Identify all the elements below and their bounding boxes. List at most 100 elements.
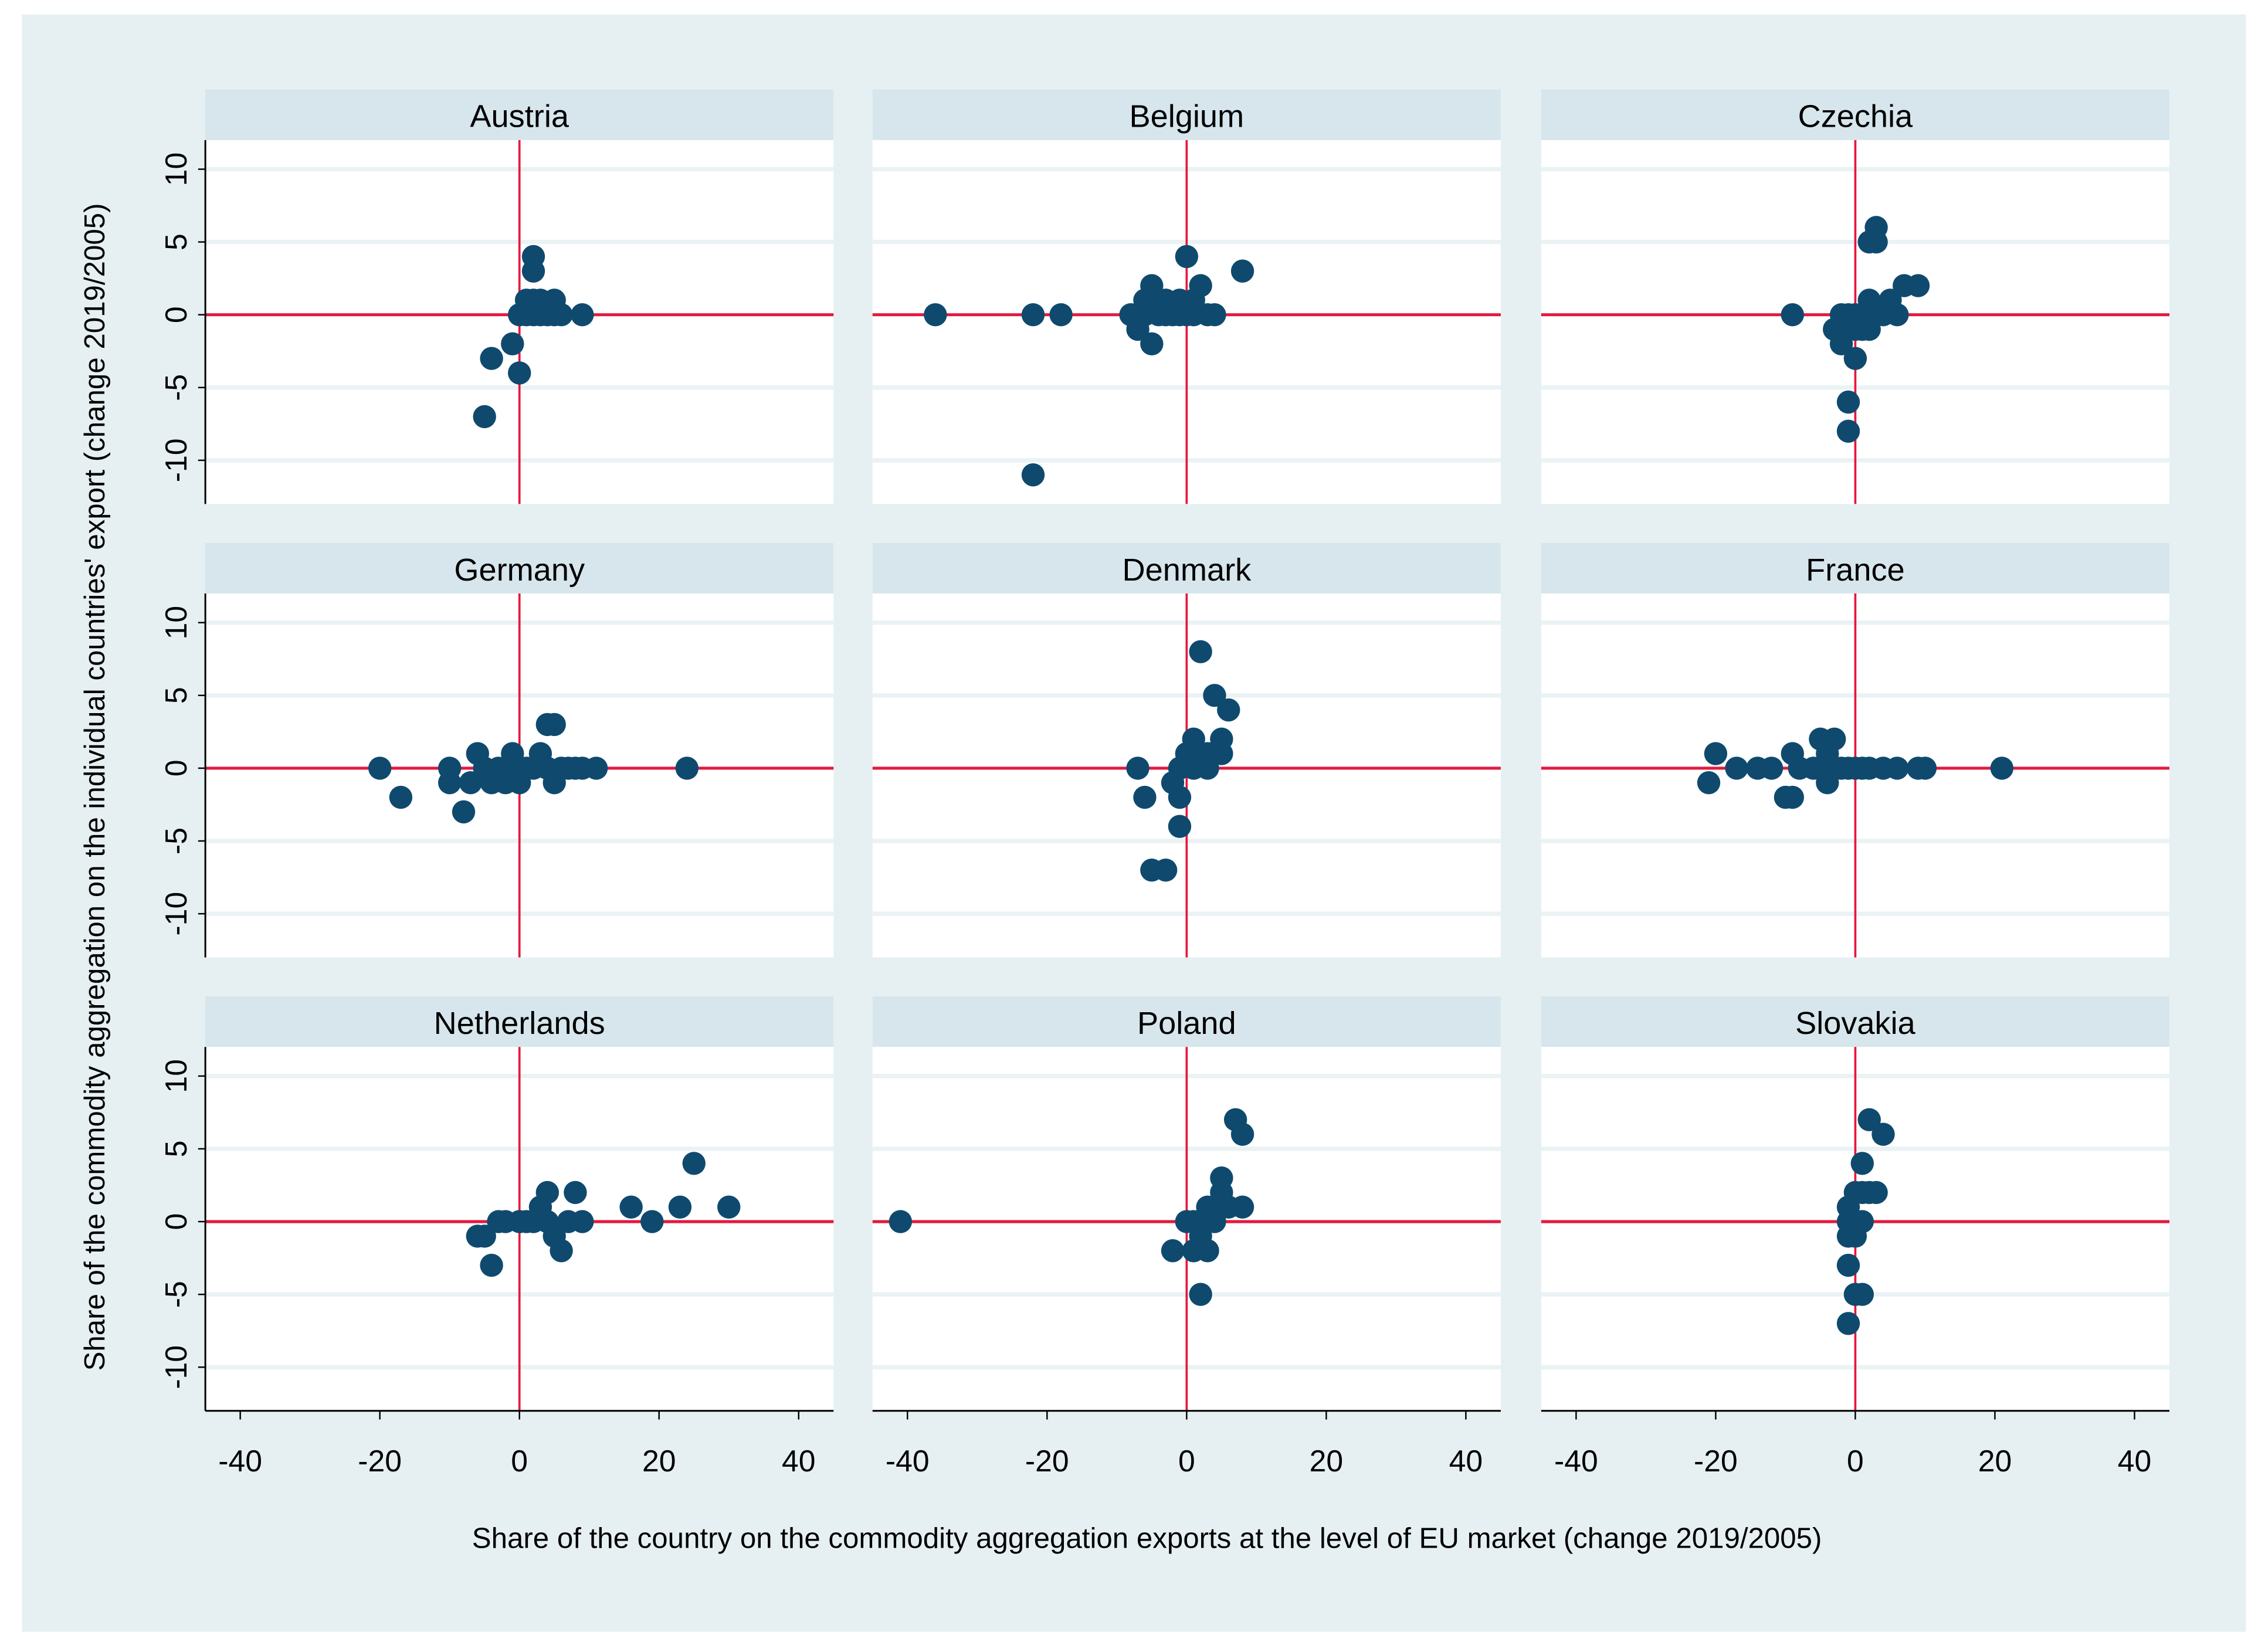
x-tick-label: 20 [1310,1444,1344,1478]
data-point [1990,757,2014,780]
y-tick-label: 10 [159,606,193,640]
data-point [1781,785,1805,809]
x-tick-label: -20 [358,1444,402,1478]
data-point [1210,742,1233,765]
data-point [1857,1108,1881,1132]
panel-title: Belgium [1130,99,1245,134]
data-point [1836,419,1860,443]
panel-header [1541,996,2170,1047]
x-tick-label: 0 [1847,1444,1864,1478]
data-point [508,361,531,385]
data-point [542,713,566,737]
data-point [1836,1312,1860,1335]
y-tick-label: 10 [159,1059,193,1093]
data-point [1886,757,1909,780]
data-point [1871,1122,1895,1146]
panel-austria: Austria 10 5 0 -5 -10 [159,89,834,504]
data-point [1850,1210,1874,1233]
data-point [675,757,699,780]
data-point [1886,303,1909,327]
data-point [1816,742,1839,765]
data-point [1725,757,1748,780]
y-tick-label: 5 [159,687,193,704]
data-point [1182,1239,1205,1263]
data-point [1161,1239,1185,1263]
panel-header [205,89,834,140]
panel-title: Slovakia [1795,1006,1916,1041]
data-point [389,785,413,809]
panels: Austria 10 5 0 -5 -10 Belgium Czechia Germany 10 5… [159,89,2170,1478]
panel-header [872,89,1501,140]
x-tick-label: 0 [511,1444,528,1478]
x-tick-label: 40 [1449,1444,1483,1478]
data-point [521,259,545,283]
x-tick-label: 40 [782,1444,816,1478]
data-point [550,303,573,327]
panel-netherlands: Netherlands 10 5 0 -5 -10 -40 -20 0 20 40 [159,996,834,1478]
data-point [438,771,462,795]
data-point [584,757,608,780]
data-point [1906,274,1930,297]
data-point [1133,785,1157,809]
data-point [571,1210,594,1233]
data-point [480,347,503,370]
data-point [480,1253,503,1277]
data-point [1021,463,1045,487]
y-axis-title: Share of the commodity aggregation on th… [79,203,111,1371]
panel-header [872,996,1501,1047]
data-point [640,1210,664,1233]
data-point [668,1195,692,1219]
data-point [1836,390,1860,414]
data-point [1189,1283,1212,1306]
data-point [1203,303,1226,327]
y-tick-label: -5 [159,1281,193,1308]
panel-title: Czechia [1798,99,1914,134]
data-point [1857,230,1881,254]
x-tick-label: -40 [218,1444,262,1478]
panel-header [205,996,834,1047]
panel-germany: Germany 10 5 0 -5 -10 [159,542,834,958]
data-point [473,1224,496,1248]
y-tick-label: 0 [159,1213,193,1230]
data-point [550,1239,573,1263]
data-point [619,1195,643,1219]
data-point [924,303,947,327]
data-point [1230,1195,1254,1219]
data-point [1230,1122,1254,1146]
panel-header [205,542,834,594]
x-tick-label: -20 [1025,1444,1069,1478]
data-point [1140,274,1164,297]
panel-slovakia: Slovakia -40 -20 0 20 40 [1541,996,2170,1478]
data-point [535,1181,560,1205]
data-point [1140,332,1164,356]
panel-france: France [1541,542,2170,958]
data-point [1802,757,1825,780]
panel-title: Germany [454,552,585,588]
data-point [1843,347,1867,370]
data-point [1913,757,1937,780]
panel-czechia: Czechia [1541,89,2170,504]
data-point [1850,317,1874,341]
data-point [1850,1152,1874,1175]
data-point [1189,274,1212,297]
data-point [1126,757,1150,780]
data-point [1759,757,1783,780]
data-point [1203,684,1226,707]
data-point [452,800,476,824]
data-point [1697,771,1721,795]
panel-denmark: Denmark [872,542,1501,958]
panel-title: Poland [1137,1006,1236,1041]
data-point [717,1195,741,1219]
data-point [1189,640,1212,664]
y-tick-label: 0 [159,760,193,777]
data-point [1210,1166,1233,1190]
data-point [1021,303,1045,327]
data-point [1864,1181,1888,1205]
data-point [1189,742,1212,765]
data-point [571,303,594,327]
y-tick-label: 10 [159,152,193,186]
y-tick-label: 0 [159,306,193,323]
panel-title: Netherlands [434,1006,605,1041]
x-axis-title: Share of the country on the commodity ag… [472,1522,1822,1555]
